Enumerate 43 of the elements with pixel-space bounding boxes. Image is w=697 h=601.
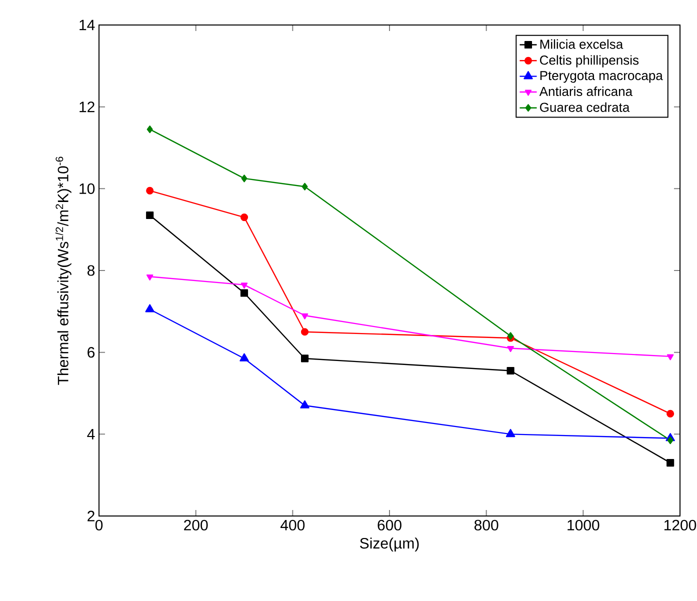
x-tick-label: 600 xyxy=(378,520,402,530)
legend-label: Milicia excelsa xyxy=(540,39,624,49)
point xyxy=(146,211,154,220)
point xyxy=(146,274,154,280)
point xyxy=(300,328,309,336)
point xyxy=(240,214,248,222)
point xyxy=(241,174,248,182)
x-tick-label: 800 xyxy=(474,520,498,530)
y-tick-label: 2 xyxy=(88,510,94,522)
point xyxy=(506,366,514,375)
y-tick-label: 4 xyxy=(87,429,95,440)
point xyxy=(666,354,674,360)
x-tick-label: 1000 xyxy=(568,520,600,530)
point xyxy=(507,346,514,352)
point xyxy=(506,428,516,438)
point xyxy=(300,354,309,362)
point xyxy=(146,186,154,194)
legend-label: Celtis phillipensis xyxy=(540,55,639,68)
x-tick-label: 0 xyxy=(95,520,103,530)
x-tick-label: 1200 xyxy=(664,520,696,530)
point xyxy=(146,126,153,134)
legend-label: Guarea cedrata xyxy=(540,102,630,112)
x-tick-label: 400 xyxy=(280,520,305,530)
y-tick-label: 6 xyxy=(88,347,95,358)
y-tick-label: 8 xyxy=(87,265,95,276)
point xyxy=(240,282,248,289)
y-tick-label: 12 xyxy=(80,102,94,112)
point xyxy=(666,410,674,418)
legend-label: Antiaris africana xyxy=(539,86,633,96)
y-tick-label: 14 xyxy=(80,20,95,30)
y-axis-title: Thermal effusivity(Ws$^{1/2}$/m$^{2}$K)*10$^{-6}$ xyxy=(55,156,72,385)
point xyxy=(302,182,308,190)
point xyxy=(667,436,674,444)
legend-label: Pterygota macrocapa xyxy=(540,71,663,83)
point xyxy=(666,459,674,467)
point xyxy=(301,313,308,320)
y-tick-label: 10 xyxy=(80,183,95,194)
x-tick-label: 200 xyxy=(184,520,208,530)
point xyxy=(240,353,249,362)
x-axis-title: Size(µm) xyxy=(360,538,419,552)
point xyxy=(240,289,248,297)
point xyxy=(145,304,154,312)
point xyxy=(300,400,310,408)
